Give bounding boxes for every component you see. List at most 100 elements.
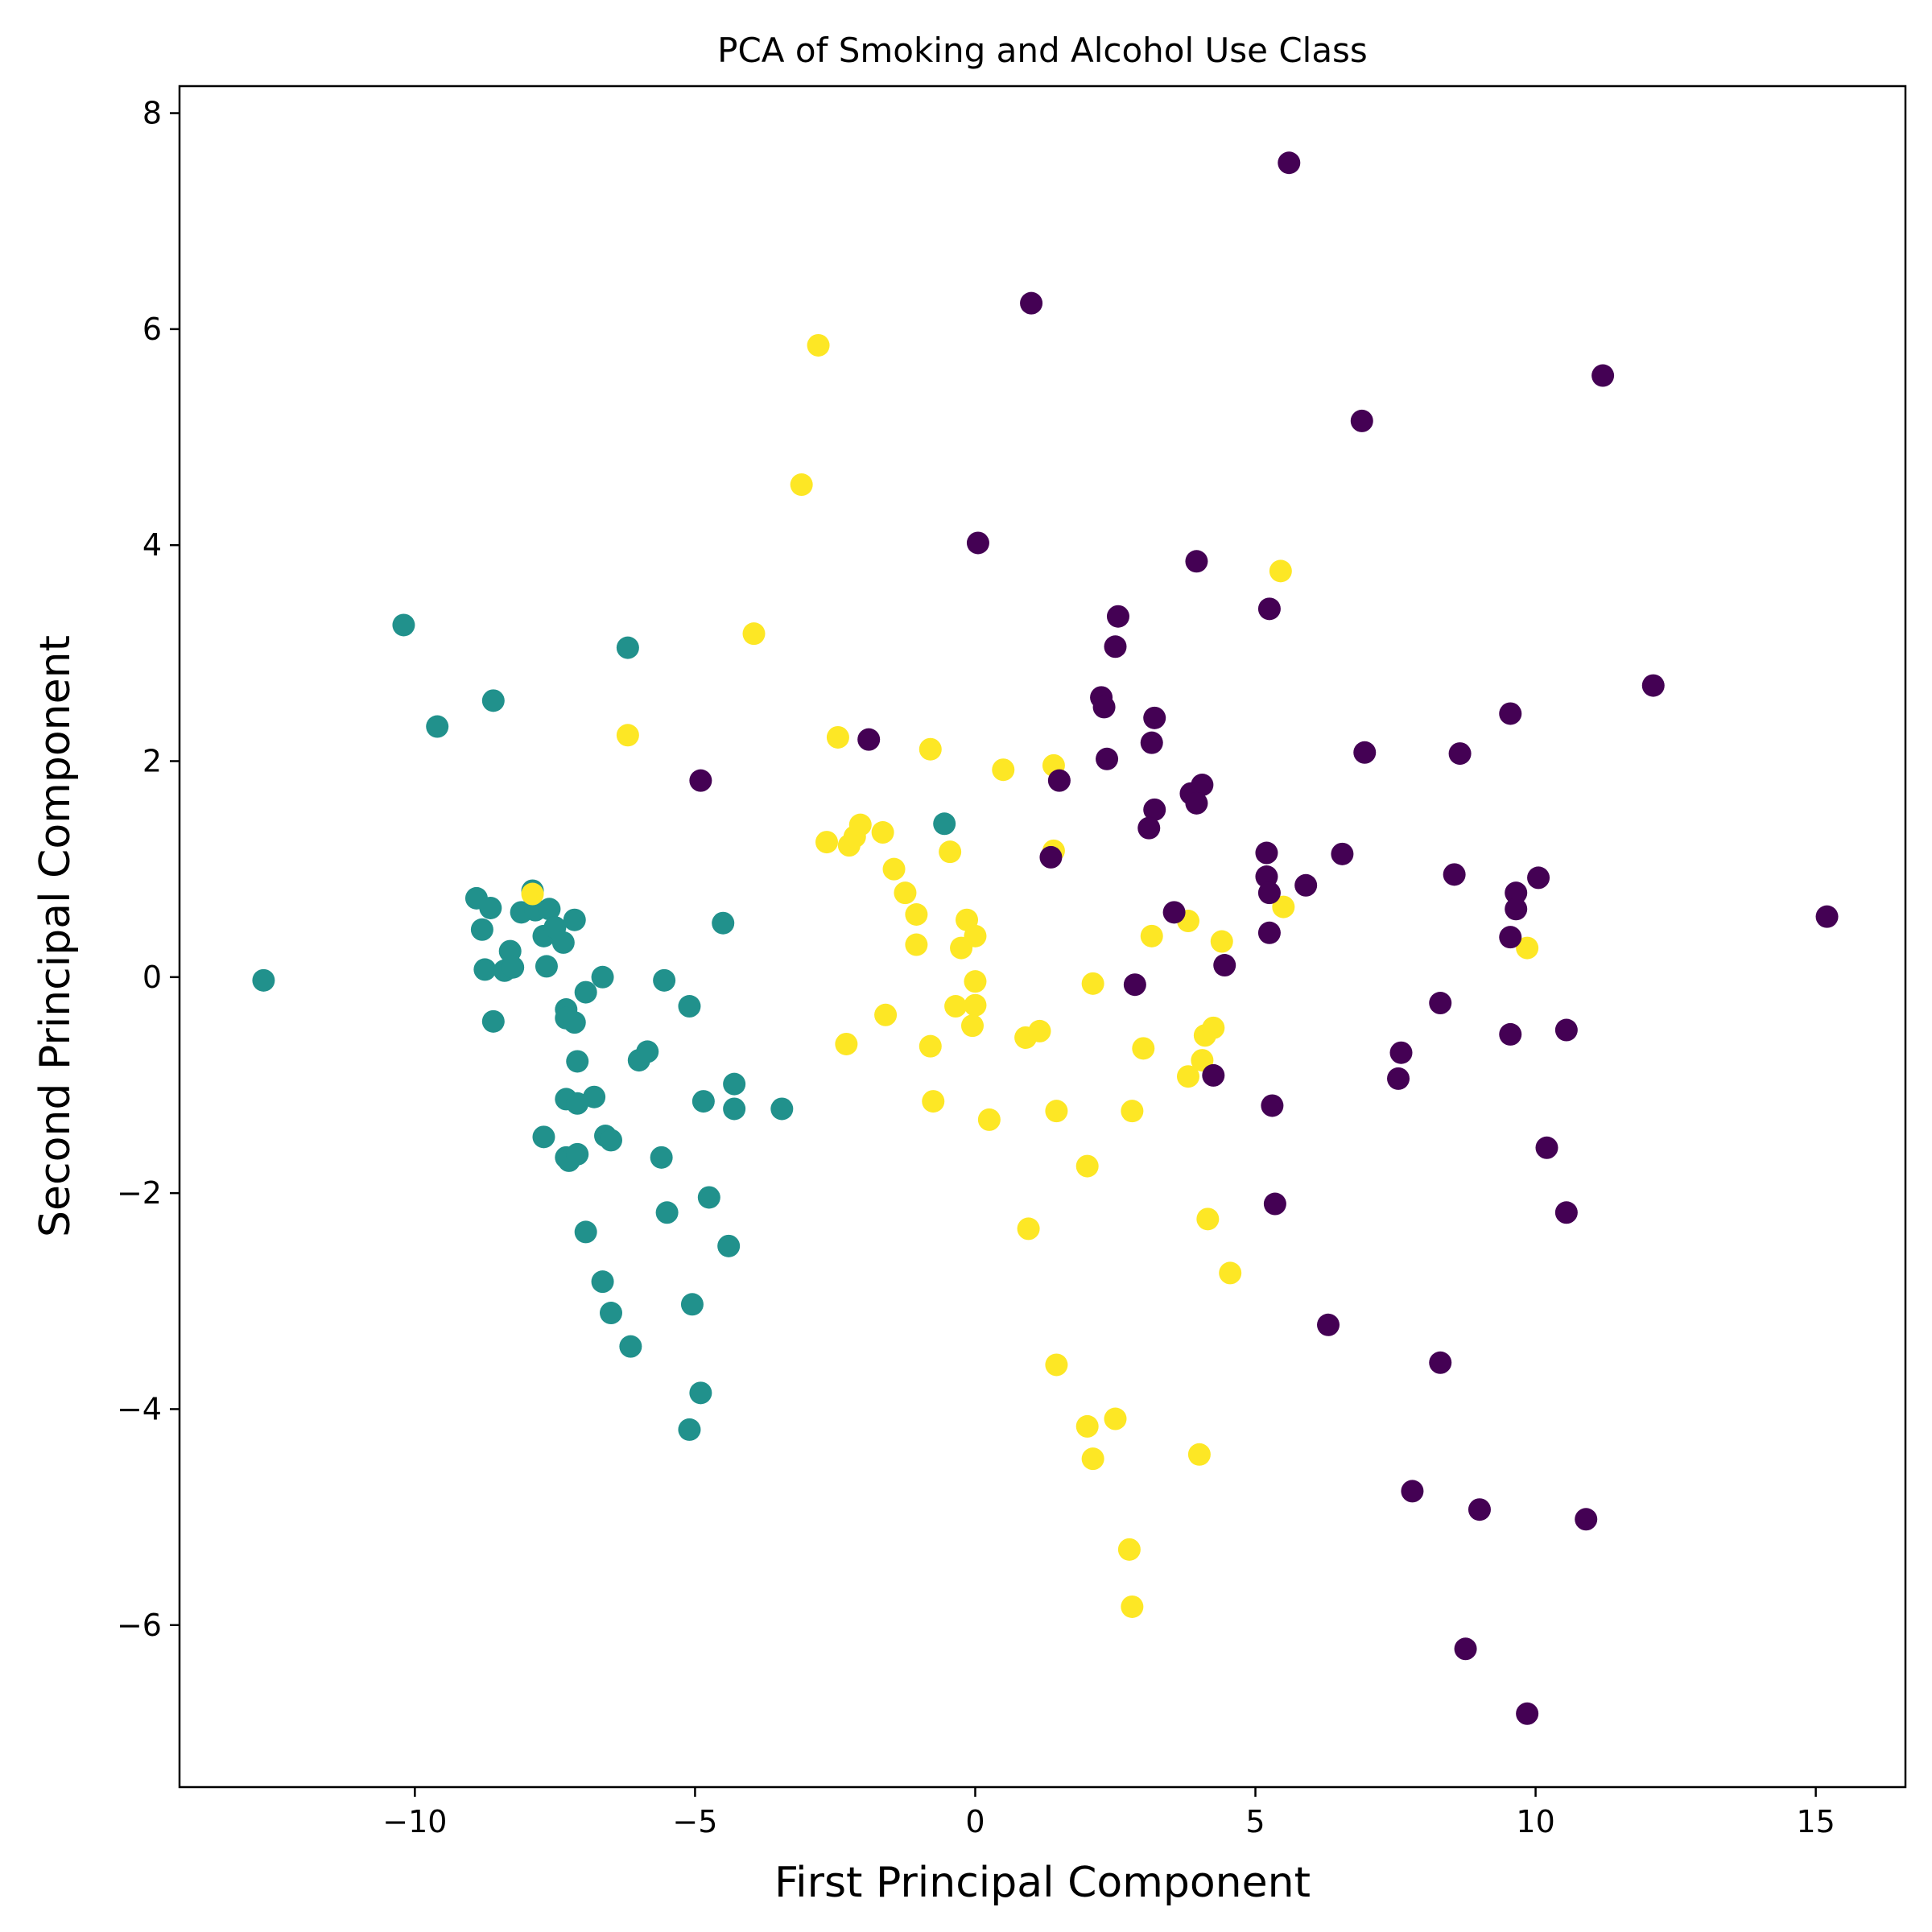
scatter-point xyxy=(1104,1407,1127,1430)
scatter-point xyxy=(650,1146,673,1169)
scatter-point xyxy=(933,812,956,836)
scatter-point xyxy=(1505,898,1528,921)
scatter-point xyxy=(481,689,505,712)
scatter-point xyxy=(479,896,502,919)
scatter-point xyxy=(992,758,1015,782)
scatter-point xyxy=(977,1108,1001,1131)
scatter-point xyxy=(1117,1538,1141,1561)
scatter-point xyxy=(1353,741,1377,764)
scatter-point xyxy=(566,1142,589,1166)
x-tick-label: −10 xyxy=(382,1804,447,1839)
scatter-point xyxy=(521,882,544,906)
scatter-point xyxy=(1317,1313,1340,1336)
scatter-point xyxy=(691,1090,715,1113)
x-axis-ticks: −10 −5 0 5 10 15 xyxy=(382,1787,1835,1839)
scatter-point xyxy=(252,968,275,992)
scatter-point xyxy=(502,956,525,979)
scatter-point xyxy=(1278,151,1301,175)
scatter-point xyxy=(470,918,493,941)
scatter-point xyxy=(566,1050,589,1073)
scatter-point xyxy=(717,1234,741,1257)
scatter-point xyxy=(1202,1016,1225,1039)
scatter-point xyxy=(591,965,614,989)
scatter-point xyxy=(1257,881,1281,905)
scatter-point xyxy=(871,821,894,844)
scatter-point xyxy=(712,911,735,935)
scatter-point xyxy=(481,1009,505,1033)
y-tick-label: 4 xyxy=(142,527,162,563)
y-axis-ticks: −6 −4 −2 0 2 4 6 8 xyxy=(117,96,180,1643)
scatter-point xyxy=(535,955,558,978)
scatter-point xyxy=(1499,926,1522,949)
scatter-point xyxy=(1389,1041,1413,1064)
scatter-point xyxy=(922,1090,945,1113)
scatter-point xyxy=(1045,1353,1068,1377)
scatter-point xyxy=(1039,845,1063,869)
scatter-point xyxy=(815,831,838,854)
scatter-point xyxy=(1535,1136,1558,1159)
scatter-point xyxy=(1294,873,1318,897)
scatter-point xyxy=(1641,674,1665,697)
scatter-point xyxy=(1255,841,1278,865)
scatter-point xyxy=(826,725,849,749)
scatter-point xyxy=(619,1335,642,1358)
scatter-point xyxy=(1123,973,1146,997)
scatter-point xyxy=(1387,1067,1410,1090)
scatter-point xyxy=(939,840,962,864)
scatter-point xyxy=(1499,702,1522,725)
scatter-point xyxy=(1187,1443,1211,1466)
scatter-point xyxy=(964,993,987,1017)
scatter-point xyxy=(1499,1022,1522,1046)
scatter-point xyxy=(532,1125,555,1149)
y-tick-label: −2 xyxy=(117,1175,162,1211)
scatter-point xyxy=(1081,972,1104,995)
scatter-point xyxy=(1272,895,1295,919)
scatter-point xyxy=(697,1186,720,1209)
scatter-point xyxy=(835,1032,858,1055)
scatter-point xyxy=(919,1034,942,1058)
scatter-point xyxy=(1591,364,1615,387)
scatter-point xyxy=(1075,1414,1099,1438)
scatter-point xyxy=(1202,1063,1225,1087)
scatter-point xyxy=(473,958,497,981)
scatter-point xyxy=(1257,921,1281,944)
scatter-point xyxy=(678,995,701,1018)
scatter-point xyxy=(960,1014,984,1038)
scatter-point xyxy=(1081,1447,1104,1471)
scatter-point xyxy=(678,1418,701,1441)
scatter-point xyxy=(1331,842,1354,865)
scatter-point xyxy=(1554,1201,1578,1224)
scatter-point xyxy=(1047,769,1071,792)
plot-frame xyxy=(178,85,1907,1789)
scatter-point xyxy=(1104,635,1127,658)
scatter-point xyxy=(1045,1100,1068,1123)
scatter-point xyxy=(583,1085,606,1108)
scatter-point xyxy=(723,1072,746,1096)
scatter-point xyxy=(1140,924,1163,947)
scatter-point xyxy=(1143,798,1166,821)
scatter-point xyxy=(742,622,766,646)
scatter-point xyxy=(1121,1595,1144,1618)
scatter-point xyxy=(600,1129,622,1152)
plot-area: −10 −5 0 5 10 15 −6 −4 −2 0 2 4 6 8 xyxy=(117,85,1907,1839)
scatter-point xyxy=(950,936,973,960)
scatter-point xyxy=(919,737,942,761)
scatter-point xyxy=(807,333,830,357)
scatter-point xyxy=(689,1381,712,1405)
scatter-point xyxy=(1106,605,1129,628)
x-tick-label: 15 xyxy=(1796,1804,1835,1839)
scatter-point xyxy=(1554,1018,1578,1042)
scatter-point xyxy=(1075,1154,1099,1178)
x-axis-label: First Principal Component xyxy=(774,1859,1311,1907)
scatter-point xyxy=(1213,954,1236,977)
x-tick-label: −5 xyxy=(672,1804,717,1839)
scatter-point xyxy=(563,1011,586,1034)
scatter-point xyxy=(653,968,676,992)
scatter-point xyxy=(1263,1192,1286,1216)
scatter-point xyxy=(591,1270,614,1294)
scatter-point xyxy=(874,1003,898,1026)
scatter-point xyxy=(616,636,639,659)
y-tick-label: 6 xyxy=(142,312,162,347)
scatter-point xyxy=(1121,1100,1144,1123)
